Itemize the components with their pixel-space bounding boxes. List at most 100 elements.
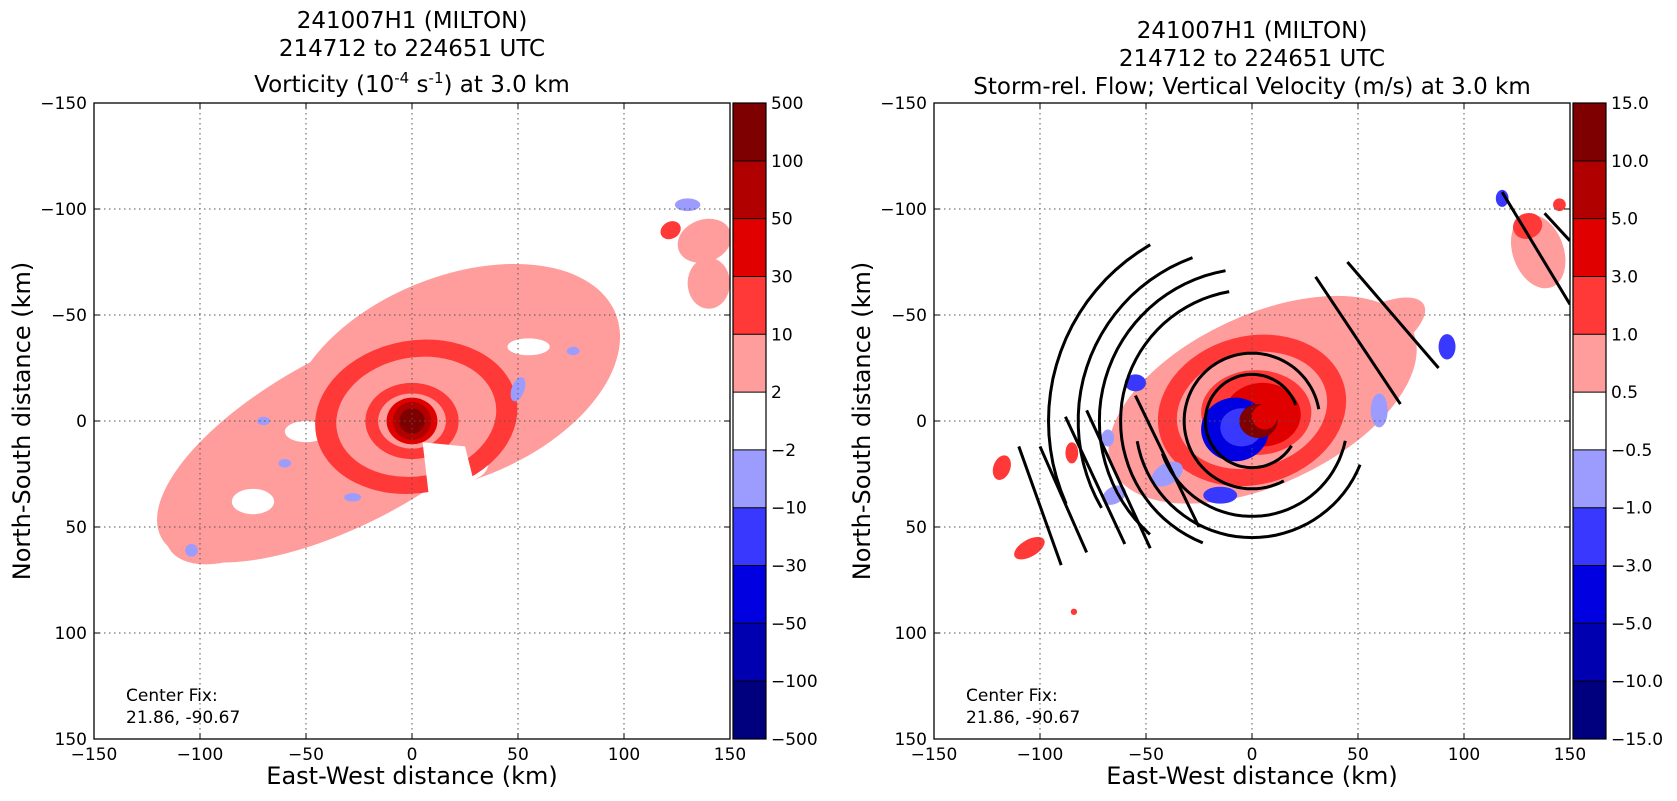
left-title-pre: Vorticity (10	[254, 72, 394, 98]
streamline	[1182, 351, 1321, 491]
left-title-post: ) at 3.0 km	[444, 72, 570, 98]
colorbar-frame	[1572, 102, 1607, 740]
downdraft-patch	[1203, 486, 1238, 504]
x-tick-label: 0	[1247, 745, 1258, 765]
updraft-cell	[992, 455, 1011, 480]
vorticity-colorbar: 500 100 50 30 10 2 −2 −10 −30 −50 −100 −500	[732, 94, 818, 750]
streamline	[1038, 445, 1089, 554]
left-title-sup2: -1	[429, 69, 444, 87]
colorbar-tick-label: 100	[771, 152, 803, 172]
updraft-cell	[1014, 536, 1045, 560]
updraft-band	[1312, 297, 1426, 375]
right-grid	[934, 103, 1570, 739]
colorbar-swatch	[1573, 103, 1606, 162]
x-tick-label: −50	[288, 745, 324, 765]
colorbar-swatch	[733, 334, 766, 393]
colorbar-tick-label: 500	[771, 94, 803, 114]
colorbar-tick-label: −50	[771, 614, 807, 634]
left-grid	[94, 103, 730, 739]
colorbar-swatch	[733, 507, 766, 567]
vorticity-negative	[257, 416, 270, 426]
x-tick-label: −50	[1128, 745, 1164, 765]
streamline	[1119, 290, 1230, 545]
y-tick-label: −50	[891, 306, 927, 326]
right-y-axis-label: North-South distance (km)	[848, 262, 876, 581]
colorbar-tick-label: 30	[771, 267, 793, 287]
streamline	[1543, 212, 1570, 242]
left-title-sup1: -4	[394, 69, 409, 87]
vorticity-gap	[231, 488, 275, 515]
downdraft-patch	[1438, 334, 1456, 360]
colorbar-tick-label: −10	[771, 499, 807, 519]
colorbar-tick-label: 0.5	[1611, 383, 1638, 403]
left-title-line-2: 214712 to 224651 UTC	[279, 36, 545, 62]
left-title-mid: s	[409, 72, 428, 98]
right-title-line-1: 241007H1 (MILTON)	[1137, 18, 1368, 44]
right-center-fix-label: Center Fix:	[966, 686, 1058, 706]
vorticity-outer-band	[660, 221, 681, 240]
vorticity-outer-band	[687, 257, 730, 309]
x-tick-label: 150	[1554, 745, 1586, 765]
x-tick-label: 50	[1347, 745, 1369, 765]
y-tick-label: 150	[895, 730, 927, 750]
colorbar-swatch	[1573, 681, 1606, 740]
colorbar-swatch	[733, 160, 766, 220]
x-tick-label: −100	[1017, 745, 1064, 765]
y-tick-label: −150	[880, 94, 927, 114]
streamline	[1161, 440, 1347, 518]
streamline	[1346, 261, 1440, 369]
streamline	[1134, 394, 1201, 528]
updraft-core	[1252, 404, 1278, 430]
vorticity-negative	[566, 346, 580, 356]
vorticity-field	[157, 198, 730, 565]
left-title-line-1: 241007H1 (MILTON)	[297, 8, 528, 34]
streamline	[1135, 440, 1362, 540]
y-tick-label: 0	[76, 412, 87, 432]
x-tick-label: 50	[507, 745, 529, 765]
x-tick-label: −150	[911, 745, 958, 765]
colorbar-swatch	[1573, 392, 1606, 451]
vorticity-core	[399, 408, 425, 434]
streamline	[1500, 191, 1570, 306]
colorbar-tick-label: 15.0	[1611, 94, 1649, 114]
y-tick-label: 100	[55, 624, 87, 644]
colorbar-tick-label: −2	[771, 441, 796, 461]
x-tick-label: 100	[608, 745, 640, 765]
left-center-fix-label: Center Fix:	[126, 686, 218, 706]
colorbar-tick-label: 5.0	[1611, 210, 1638, 230]
colorbar-swatch	[1573, 565, 1606, 624]
vertical-velocity-colorbar: 15.0 10.0 5.0 3.0 1.0 0.5 −0.5 −1.0 −3.0 −5.0 −10.…	[1572, 94, 1663, 750]
vorticity-negative	[185, 543, 198, 557]
vorticity-panel: 241007H1 (MILTON) 214712 to 224651 UTC V…	[8, 8, 818, 790]
y-tick-label: −100	[40, 200, 87, 220]
colorbar-swatch	[1573, 449, 1606, 509]
x-tick-label: 100	[1448, 745, 1480, 765]
colorbar-swatch	[1573, 276, 1606, 335]
streamline	[1314, 276, 1402, 405]
y-tick-label: −50	[51, 306, 87, 326]
y-tick-label: 50	[65, 518, 87, 538]
right-center-fix-value: 21.86, -90.67	[966, 708, 1080, 728]
downdraft-patch	[1101, 429, 1115, 447]
streamline	[1085, 409, 1152, 549]
right-x-axis-label: East-West distance (km)	[1106, 762, 1397, 790]
colorbar-frame	[732, 102, 767, 740]
downdraft-patch	[1495, 189, 1509, 207]
downdraft-patch	[1124, 374, 1146, 392]
left-title-line-3: Vorticity (10-4 s-1) at 3.0 km	[254, 69, 570, 98]
colorbar-tick-label: −1.0	[1611, 499, 1652, 519]
vorticity-negative	[674, 198, 701, 212]
updraft-outer-band	[1553, 198, 1566, 212]
colorbar-swatch	[733, 449, 766, 509]
y-tick-label: 150	[55, 730, 87, 750]
colorbar-swatch	[1573, 623, 1606, 682]
y-tick-label: 50	[905, 518, 927, 538]
colorbar-tick-label: −30	[771, 557, 807, 577]
colorbar-tick-label: 1.0	[1611, 325, 1638, 345]
colorbar-tick-label: 10	[771, 325, 793, 345]
colorbar-swatch	[1573, 218, 1606, 277]
left-x-axis-label: East-West distance (km)	[266, 762, 557, 790]
vorticity-gap	[507, 338, 550, 356]
